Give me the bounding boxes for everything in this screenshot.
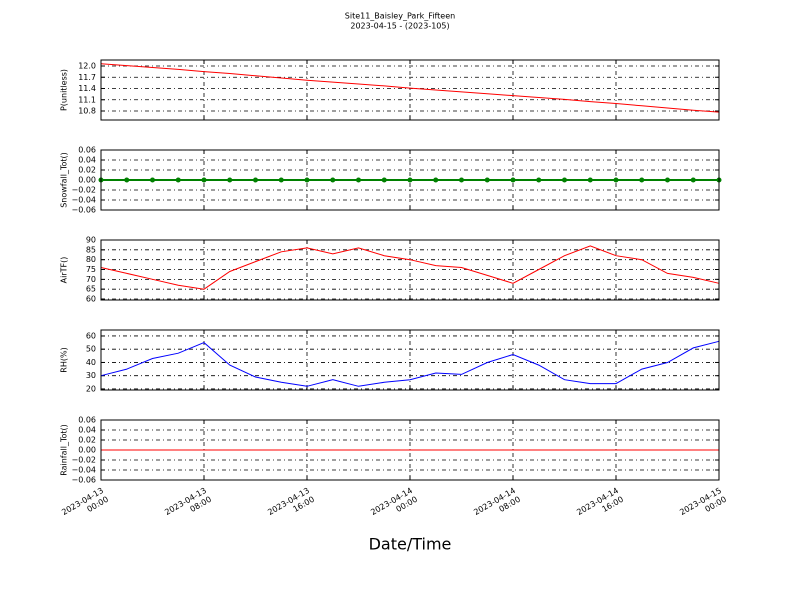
y-tick-label: 85 [86,245,96,254]
data-point [459,177,464,183]
data-point [407,177,413,183]
y-tick-label: 0.04 [78,426,96,435]
y-axis-label: RH(%) [60,347,69,372]
y-tick-label: 11.7 [78,73,96,82]
data-point [253,177,258,183]
y-tick-label: 75 [86,265,96,274]
data-point [150,177,155,183]
data-point [278,177,284,183]
plot-frame [100,329,720,391]
y-tick-label: 0.04 [78,156,96,165]
y-tick-label: 12.0 [78,62,96,71]
y-tick-label: −0.06 [71,206,96,215]
data-line [100,245,720,290]
y-tick-label: 40 [86,358,96,367]
data-line [100,340,720,387]
data-point [356,177,361,183]
y-axis-label: Rainfall_Tot() [60,424,69,476]
y-tick-label: 20 [86,384,96,393]
data-point [227,177,233,183]
y-tick-label: 0.00 [78,446,96,455]
chart-title: Site11_Baisley_Park_Fifteen [345,12,455,21]
data-point [639,177,645,183]
data-point [536,177,542,183]
y-tick-label: 80 [86,255,96,264]
data-point [175,177,181,183]
y-tick-label: 60 [86,295,96,304]
y-tick-label: −0.04 [71,196,96,205]
y-tick-label: 11.1 [78,95,96,104]
y-axis-label: P(unitless) [60,69,69,111]
data-point [562,177,567,183]
data-point [381,177,387,183]
y-tick-label: 0.00 [78,176,96,185]
y-tick-label: −0.02 [71,186,96,195]
y-tick-label: 50 [86,345,96,354]
x-axis-label: Date/Time [369,535,452,554]
y-tick-label: −0.04 [71,466,96,475]
plot-frame [100,59,720,121]
data-point [484,177,490,183]
data-point [510,177,516,183]
data-point [124,177,130,183]
y-tick-label: 0.06 [78,146,96,155]
plot-frame [100,419,720,481]
y-tick-label: 0.06 [78,416,96,425]
plot-frame [100,149,720,211]
y-tick-label: 30 [86,371,96,380]
y-tick-label: 70 [86,275,96,284]
y-tick-label: 65 [86,285,96,294]
data-point [304,177,310,183]
data-point [613,177,619,183]
data-point [330,177,336,183]
y-tick-label: 0.02 [78,166,96,175]
data-point [201,177,207,183]
plot-frame [100,239,720,301]
data-point [690,177,696,183]
y-tick-label: 60 [86,331,96,340]
y-axis-label: AirTF() [60,257,69,284]
y-tick-label: −0.06 [71,476,96,485]
y-tick-label: 11.4 [78,84,96,93]
y-axis-label: Snowfall_Tot() [60,152,69,208]
data-point [665,177,670,183]
data-point [433,177,439,183]
chart-subtitle: 2023-04-15 - (2023-105) [350,22,449,31]
data-point [587,177,593,183]
y-tick-label: 10.8 [78,107,96,116]
y-tick-label: 90 [86,236,96,245]
y-tick-label: 0.02 [78,436,96,445]
y-tick-label: −0.02 [71,456,96,465]
data-line [100,63,720,113]
